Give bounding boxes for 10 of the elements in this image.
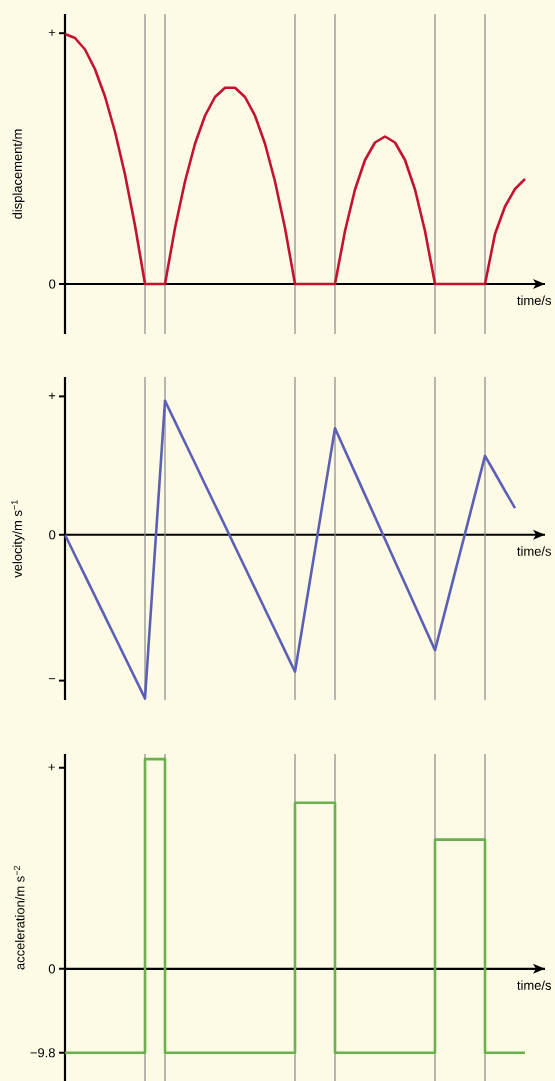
y-axis-title: acceleration/m s$^{−2}$ <box>13 865 25 970</box>
x-axis-title: time/s <box>517 980 552 990</box>
x-axis-title: time/s <box>517 295 552 306</box>
y-axis-title: velocity/m s$^{−1}$ <box>11 500 25 578</box>
y-tick-label: 0 <box>48 964 55 974</box>
y-axis-title: displacement/m <box>12 129 25 219</box>
y-tick-label: −9.8 <box>30 1048 55 1058</box>
y-tick-label: + <box>48 763 55 771</box>
x-axis-title: time/s <box>517 546 552 556</box>
text: − <box>48 678 56 680</box>
